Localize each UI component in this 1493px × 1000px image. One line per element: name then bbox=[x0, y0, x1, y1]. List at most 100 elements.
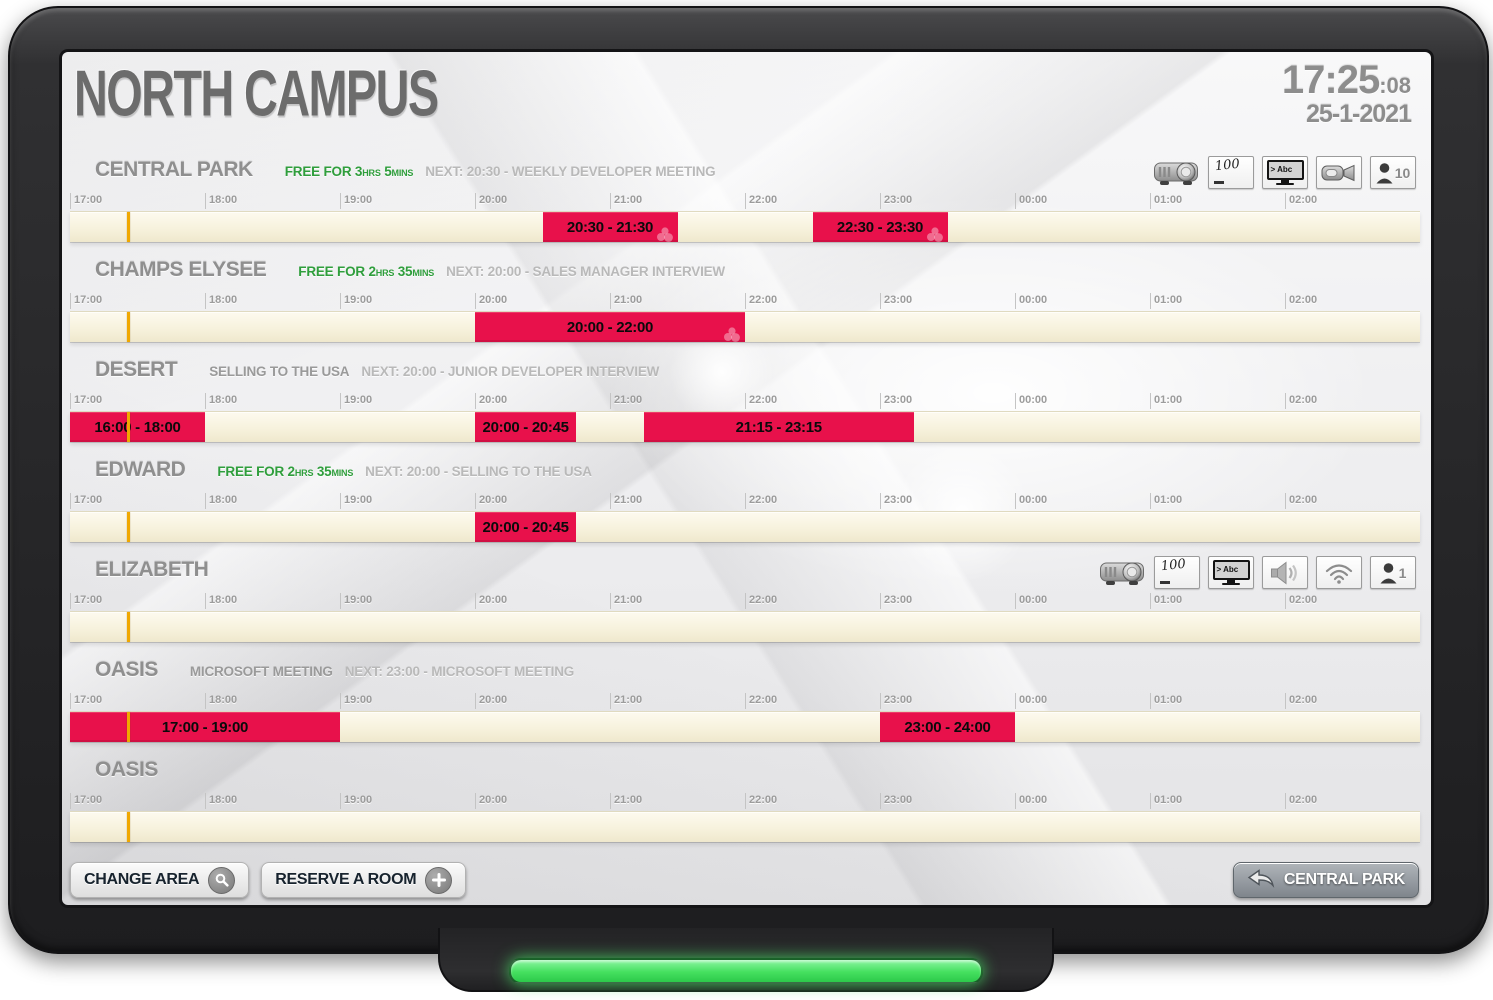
hour-label: 00:00 bbox=[1015, 493, 1047, 509]
timeline-band: 20:00 - 20:45 bbox=[70, 511, 1420, 542]
hour-label: 18:00 bbox=[205, 493, 237, 509]
hour-label: 17:00 bbox=[70, 293, 102, 309]
watermark-icon bbox=[926, 227, 943, 242]
room-name: OASIS bbox=[95, 658, 158, 681]
booking-block: 16:00 - 18:00 bbox=[70, 412, 205, 442]
hour-scale: 17:00 18:00 19:00 20:00 21:00 22:00 23:00 00:00… bbox=[70, 192, 1420, 211]
whiteboard-icon: 100 bbox=[1208, 156, 1254, 189]
room-header: CHAMPS ELYSEE FREE FOR 2HRS 35MINS NEXT: 2… bbox=[70, 258, 1420, 292]
room-status: FREE FOR 2HRS 35MINS bbox=[217, 464, 354, 479]
current-area-button[interactable]: CENTRAL PARK bbox=[1232, 862, 1419, 898]
capacity-count: 1 bbox=[1398, 564, 1407, 581]
hour-label: 21:00 bbox=[610, 793, 642, 809]
booking-time-label: 20:00 - 20:45 bbox=[482, 418, 569, 436]
hour-label: 18:00 bbox=[205, 393, 237, 409]
timeline-band bbox=[70, 811, 1420, 842]
room-name: CENTRAL PARK bbox=[95, 158, 253, 181]
hour-label: 00:00 bbox=[1015, 393, 1047, 409]
display-screen-icon: > Abc bbox=[1262, 156, 1308, 189]
hour-label: 18:00 bbox=[205, 593, 237, 609]
hour-scale: 17:00 18:00 19:00 20:00 21:00 22:00 23:00 00:00… bbox=[70, 692, 1420, 711]
hour-label: 17:00 bbox=[70, 593, 102, 609]
hour-label: 19:00 bbox=[340, 293, 372, 309]
hour-label: 23:00 bbox=[880, 793, 912, 809]
room-row[interactable]: ELIZABETH 100 > Abc 1 17:00 18:00 19:00 20:0… bbox=[70, 556, 1420, 642]
hour-label: 17:00 bbox=[70, 193, 102, 209]
plus-icon bbox=[425, 866, 453, 894]
current-time-marker bbox=[126, 412, 130, 442]
hour-label: 20:00 bbox=[475, 293, 507, 309]
hour-label: 02:00 bbox=[1285, 593, 1317, 609]
room-header: CENTRAL PARK FREE FOR 3HRS 5MINS NEXT: 20:… bbox=[70, 156, 1420, 192]
room-name: DESERT bbox=[95, 358, 178, 381]
room-row[interactable]: CENTRAL PARK FREE FOR 3HRS 5MINS NEXT: 20:… bbox=[70, 156, 1420, 242]
room-row[interactable]: EDWARD FREE FOR 2HRS 35MINS NEXT: 20:00 - … bbox=[70, 458, 1420, 542]
hour-label: 20:00 bbox=[475, 493, 507, 509]
hour-label: 00:00 bbox=[1015, 193, 1047, 209]
current-time-marker bbox=[126, 812, 130, 842]
hour-label: 19:00 bbox=[340, 393, 372, 409]
hour-label: 00:00 bbox=[1015, 593, 1047, 609]
back-arrow-icon bbox=[1247, 868, 1275, 893]
hour-label: 18:00 bbox=[205, 293, 237, 309]
hour-label: 00:00 bbox=[1015, 693, 1047, 709]
hour-label: 00:00 bbox=[1015, 793, 1047, 809]
current-time-marker bbox=[126, 612, 130, 642]
hour-label: 23:00 bbox=[880, 193, 912, 209]
hour-label: 18:00 bbox=[205, 193, 237, 209]
hour-label: 02:00 bbox=[1285, 393, 1317, 409]
hour-label: 02:00 bbox=[1285, 293, 1317, 309]
capacity-count: 10 bbox=[1394, 164, 1411, 181]
hour-label: 17:00 bbox=[70, 793, 102, 809]
projector-icon bbox=[1152, 157, 1200, 188]
hour-scale: 17:00 18:00 19:00 20:00 21:00 22:00 23:00 00:00… bbox=[70, 292, 1420, 311]
hour-label: 19:00 bbox=[340, 493, 372, 509]
hour-label: 01:00 bbox=[1150, 793, 1182, 809]
timeline-band: 20:00 - 22:00 bbox=[70, 311, 1420, 342]
booking-time-label: 20:00 - 20:45 bbox=[482, 518, 569, 536]
hour-label: 18:00 bbox=[205, 793, 237, 809]
booking-block: 17:00 - 19:00 bbox=[70, 712, 340, 742]
room-next-meeting: NEXT: 20:00 - SELLING TO THE USA bbox=[365, 464, 592, 479]
reserve-room-button[interactable]: RESERVE A ROOM bbox=[261, 862, 467, 898]
search-icon bbox=[208, 866, 236, 894]
hour-scale: 17:00 18:00 19:00 20:00 21:00 22:00 23:00 00:00… bbox=[70, 492, 1420, 511]
current-time-marker bbox=[126, 512, 130, 542]
hour-label: 01:00 bbox=[1150, 493, 1182, 509]
whiteboard-size-label: 100 bbox=[1214, 156, 1241, 175]
clock-time: 17:25 bbox=[1281, 58, 1380, 102]
hour-label: 23:00 bbox=[880, 693, 912, 709]
room-name: CHAMPS ELYSEE bbox=[95, 258, 267, 281]
hour-label: 20:00 bbox=[475, 793, 507, 809]
page-title: NORTH CAMPUS bbox=[74, 57, 439, 130]
booking-block: 22:30 - 23:30 bbox=[812, 212, 948, 242]
hour-label: 22:00 bbox=[745, 593, 777, 609]
room-amenities: 100 > Abc 1 bbox=[1098, 556, 1416, 589]
room-next-meeting: NEXT: 20:00 - SALES MANAGER INTERVIEW bbox=[446, 264, 725, 279]
booking-time-label: 21:15 - 23:15 bbox=[735, 418, 822, 436]
hour-label: 21:00 bbox=[610, 393, 642, 409]
room-row[interactable]: DESERT SELLING TO THE USA NEXT: 20:00 - JU… bbox=[70, 358, 1420, 442]
hour-label: 17:00 bbox=[70, 393, 102, 409]
hour-label: 23:00 bbox=[880, 593, 912, 609]
change-area-button[interactable]: CHANGE AREA bbox=[70, 862, 250, 898]
room-row[interactable]: OASIS 17:00 18:00 19:00 20:00 21:00 22:00 23:00… bbox=[70, 758, 1420, 842]
hour-scale: 17:00 18:00 19:00 20:00 21:00 22:00 23:00 00:00… bbox=[70, 592, 1420, 611]
display-screen-icon: > Abc bbox=[1208, 556, 1254, 589]
room-row[interactable]: OASIS MICROSOFT MEETING NEXT: 23:00 - MICR… bbox=[70, 658, 1420, 742]
booking-block: 20:00 - 22:00 bbox=[475, 312, 745, 342]
hour-label: 22:00 bbox=[745, 693, 777, 709]
room-header: DESERT SELLING TO THE USA NEXT: 20:00 - JU… bbox=[70, 358, 1420, 392]
booking-block: 20:30 - 21:30 bbox=[542, 212, 678, 242]
hour-label: 01:00 bbox=[1150, 393, 1182, 409]
room-row[interactable]: CHAMPS ELYSEE FREE FOR 2HRS 35MINS NEXT: 2… bbox=[70, 258, 1420, 342]
hour-label: 20:00 bbox=[475, 593, 507, 609]
projector-icon bbox=[1098, 557, 1146, 588]
speaker-icon bbox=[1262, 556, 1308, 589]
room-next-meeting: NEXT: 23:00 - MICROSOFT MEETING bbox=[344, 664, 575, 679]
hour-scale: 17:00 18:00 19:00 20:00 21:00 22:00 23:00 00:00… bbox=[70, 792, 1420, 811]
hour-scale: 17:00 18:00 19:00 20:00 21:00 22:00 23:00 00:00… bbox=[70, 392, 1420, 411]
hour-label: 19:00 bbox=[340, 693, 372, 709]
room-list: CENTRAL PARK FREE FOR 3HRS 5MINS NEXT: 20:… bbox=[70, 156, 1420, 858]
